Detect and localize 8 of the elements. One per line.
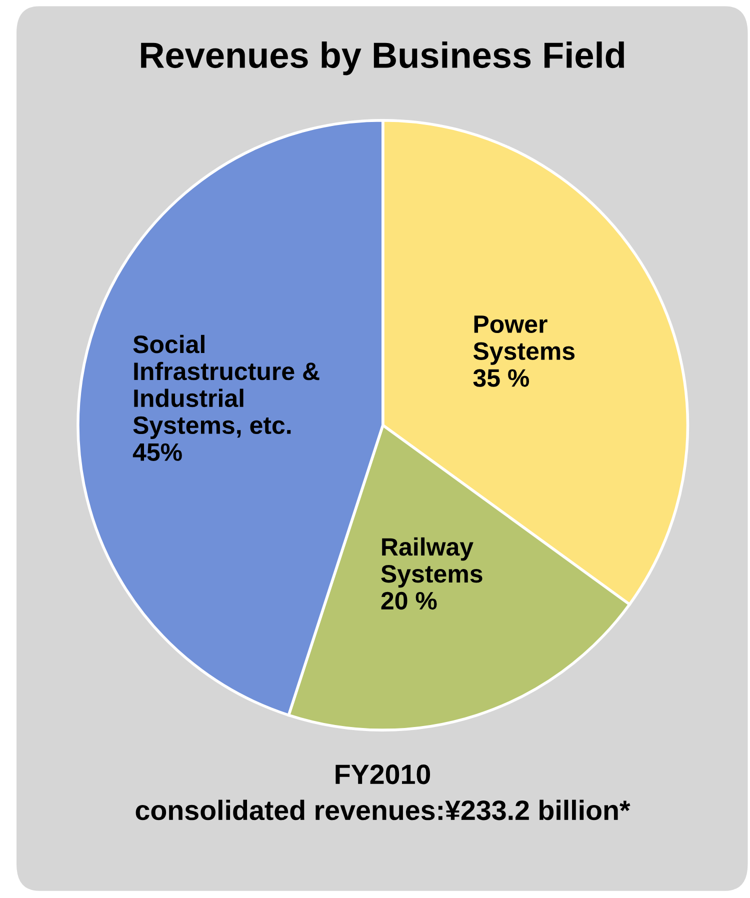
slice-label: Railway Systems bbox=[381, 537, 482, 588]
data-label: 20 % bbox=[381, 592, 437, 610]
text: FY2010 consolidated revenues:¥233.2 billion* bbox=[136, 764, 630, 820]
slice-label: Social Infrastructure & Industrial Systems, etc. bbox=[133, 334, 320, 439]
slice-label: Power Systems bbox=[473, 316, 575, 365]
data-label: 35 % bbox=[473, 369, 530, 387]
chart-title: Revenues by Business Field bbox=[141, 42, 624, 76]
data-label: 45% bbox=[132, 443, 182, 461]
